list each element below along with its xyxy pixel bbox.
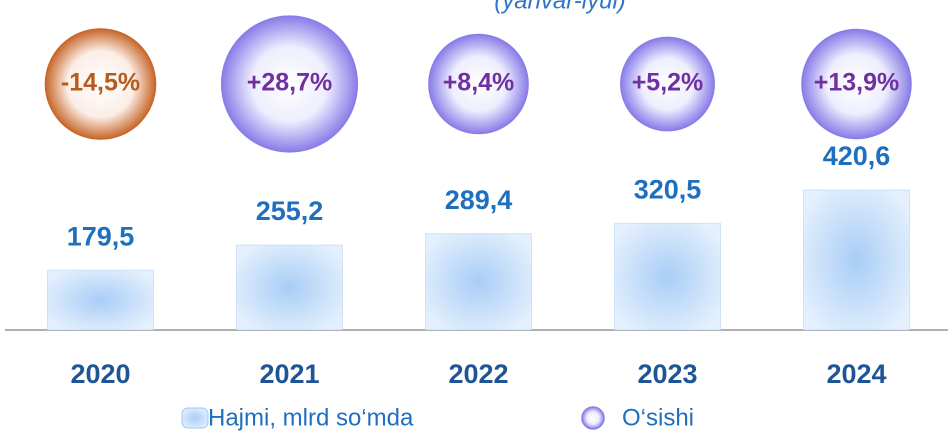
growth-label: +13,9% [814, 69, 900, 97]
x-tick-label: 2023 [637, 359, 697, 389]
x-tick-label: 2022 [448, 359, 508, 389]
growth-bubble [44, 28, 157, 140]
value-label: 320,5 [634, 174, 702, 204]
value-label: 420,6 [823, 141, 891, 171]
bar [47, 269, 154, 331]
growth-label: +5,2% [632, 69, 704, 97]
growth-label: +8,4% [443, 69, 515, 97]
growth-label: +28,7% [247, 69, 333, 97]
x-tick-label: 2024 [826, 359, 886, 389]
growth-bubble [220, 15, 359, 153]
x-tick-label: 2021 [259, 359, 319, 389]
legend-swatch [581, 406, 605, 430]
growth-bubble [620, 36, 715, 132]
legend-swatch [181, 407, 209, 429]
bar [425, 233, 532, 331]
bar [803, 189, 910, 331]
growth-bubble [801, 28, 912, 140]
growth-label: -14,5% [61, 69, 140, 97]
value-label: 179,5 [67, 221, 135, 251]
value-label: 255,2 [256, 196, 324, 226]
legend-label: O‘sishi [622, 404, 694, 431]
bar [236, 244, 343, 331]
bar [614, 222, 721, 331]
legend-label: Hajmi, mlrd so‘mda [208, 404, 414, 431]
growth-bubble [428, 33, 529, 135]
subtitle: (yanvar-iyul) [494, 0, 626, 14]
x-tick-label: 2020 [70, 359, 130, 389]
value-label: 289,4 [445, 185, 513, 215]
